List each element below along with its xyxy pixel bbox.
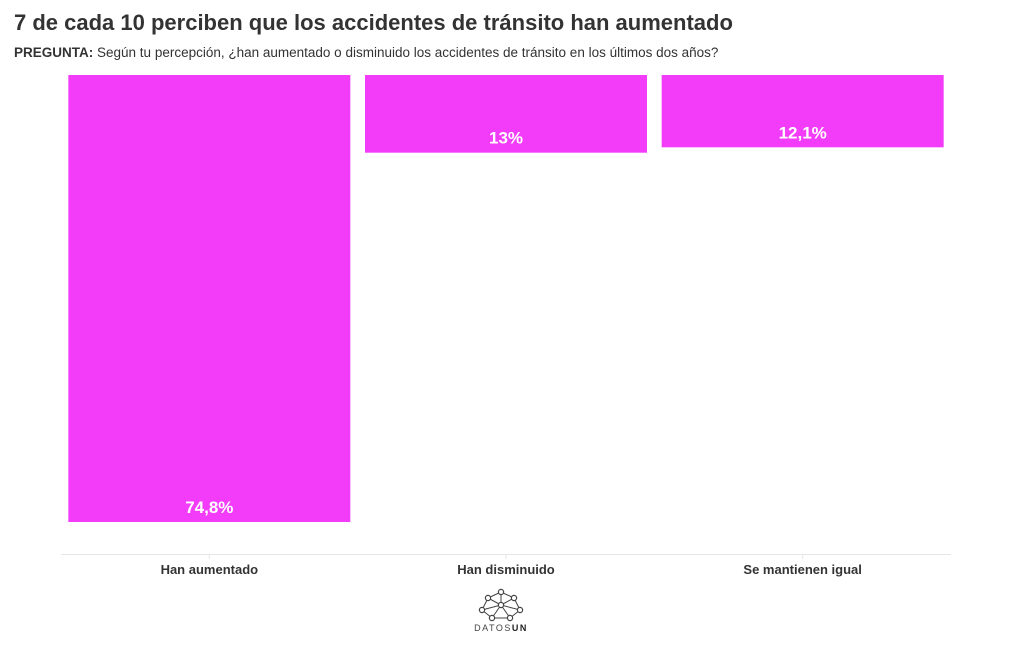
subtitle-question-label: PREGUNTA: [14,45,94,60]
bar[interactable] [661,75,944,148]
logo-wordmark: DATOSUN [470,623,532,633]
logo-text-light: DATOS [474,623,512,633]
category-label: Han aumentado [161,562,259,577]
logo-text-bold: UN [511,623,528,633]
chart-subtitle: PREGUNTA: Según tu percepción, ¿han aume… [14,45,718,60]
network-logo-icon [478,588,524,622]
category-label: Se mantienen igual [743,562,861,577]
datos-un-logo: DATOSUN [470,588,532,636]
bar-value-label: 74,8% [185,498,233,517]
bar-value-label: 13% [489,129,523,148]
category-label: Han disminuido [457,562,555,577]
chart-title: 7 de cada 10 perciben que los accidentes… [14,10,733,35]
bar[interactable] [68,75,351,522]
bar[interactable] [365,75,647,153]
bar-value-label: 12,1% [779,123,827,142]
subtitle-question-text: Según tu percepción, ¿han aumentado o di… [97,45,719,60]
